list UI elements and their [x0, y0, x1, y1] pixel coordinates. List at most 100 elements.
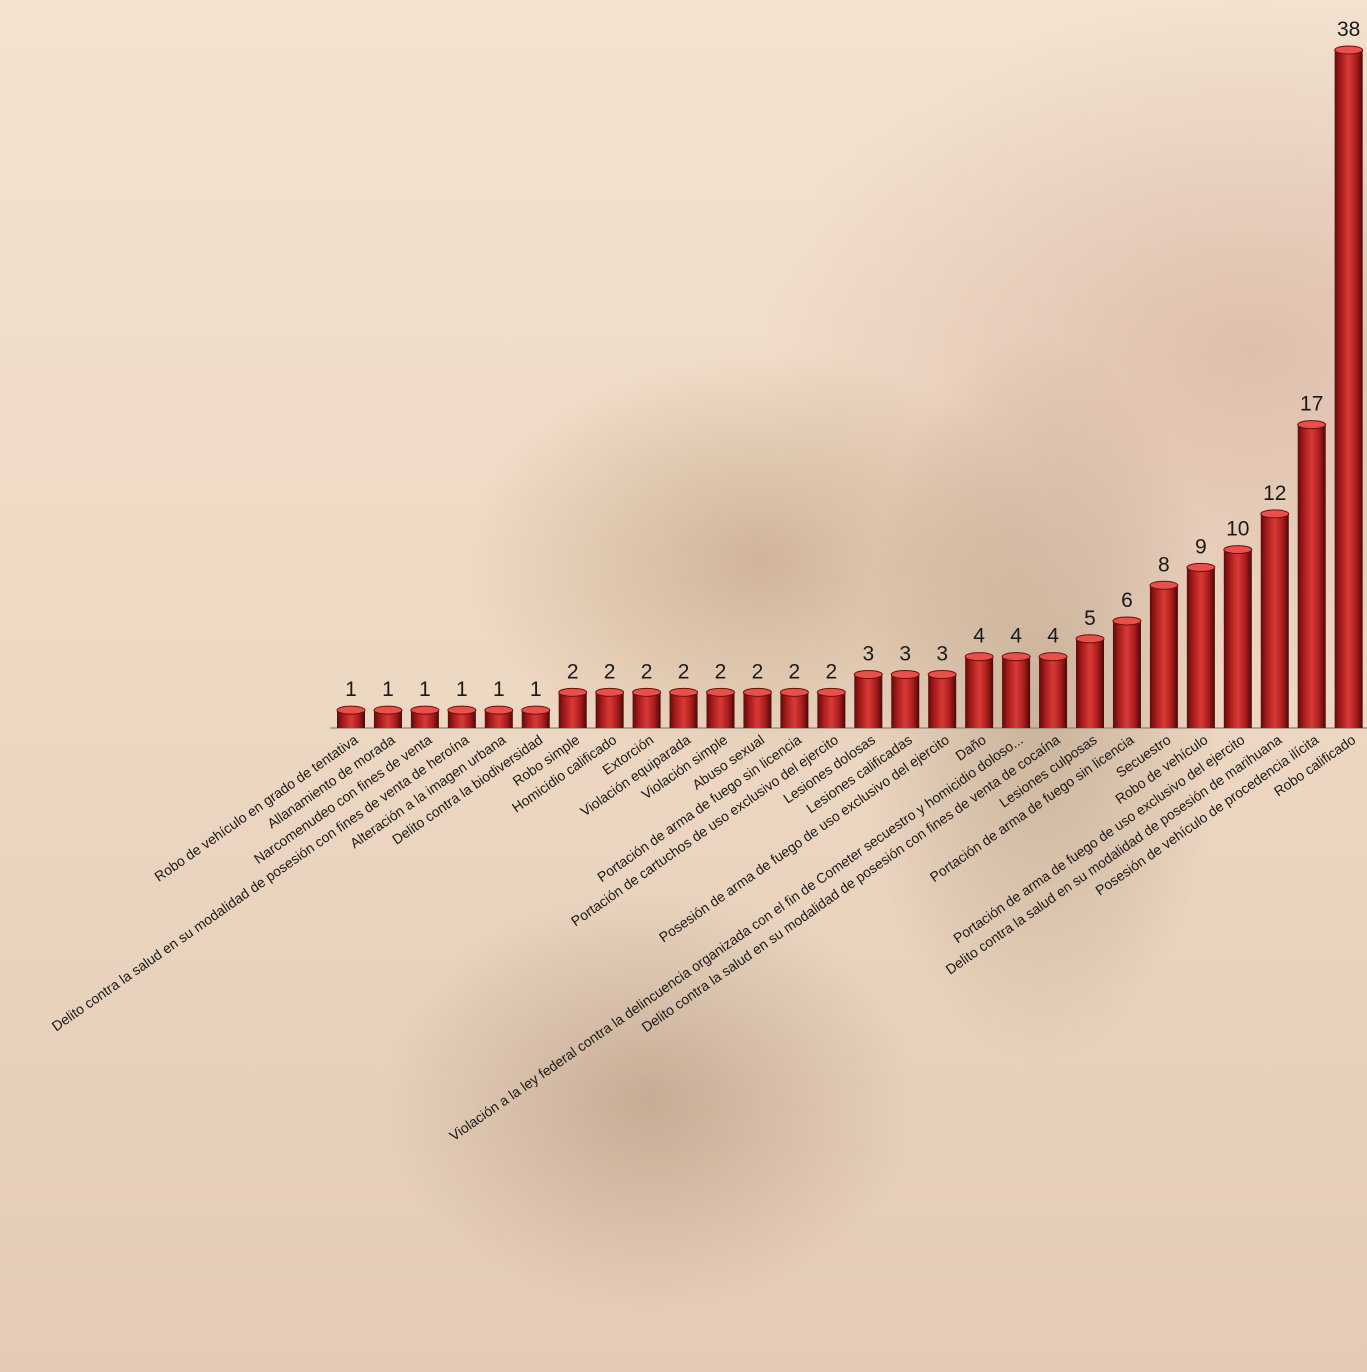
value-label: 2 [678, 660, 690, 683]
bar [336, 705, 366, 728]
value-label: 2 [604, 660, 616, 683]
bar-cap [890, 669, 920, 679]
value-label: 1 [345, 678, 357, 701]
value-label: 2 [567, 660, 579, 683]
bar [927, 669, 957, 728]
value-label: 2 [789, 660, 801, 683]
bar [632, 687, 662, 728]
bar [669, 687, 699, 728]
bar-body [1260, 513, 1289, 728]
value-label: 5 [1084, 607, 1096, 630]
bar-cap [336, 705, 366, 715]
bar-cap [410, 705, 440, 715]
bar-cap [1260, 509, 1290, 519]
bar [521, 705, 551, 728]
bar [1149, 580, 1179, 728]
value-label: 1 [493, 678, 505, 701]
value-label: 2 [715, 660, 727, 683]
value-label: 12 [1263, 482, 1286, 505]
bar-cap [595, 687, 625, 697]
bar-cap [558, 687, 588, 697]
bar-body [1076, 638, 1104, 728]
bar [447, 705, 477, 728]
bar-body [1149, 585, 1178, 728]
value-label: 1 [419, 678, 431, 701]
bar [484, 705, 514, 728]
bar [1038, 652, 1068, 728]
bar-body [484, 710, 513, 728]
bar [964, 652, 994, 728]
bar-cap [1001, 652, 1031, 662]
bar-body [410, 710, 439, 728]
bar [1112, 616, 1142, 728]
bar-cap [1223, 545, 1253, 555]
bar-cap [1038, 652, 1068, 662]
bar-cap [669, 687, 699, 697]
bar [373, 705, 403, 728]
bar [1186, 562, 1216, 728]
bar-body [743, 692, 772, 728]
bar [410, 705, 440, 728]
bar-cap [853, 669, 883, 679]
bar [742, 687, 772, 728]
bar-cap [1297, 420, 1327, 430]
bar-body [1039, 656, 1068, 728]
value-label: 1 [456, 678, 468, 701]
bar-body [373, 710, 402, 728]
value-label: 10 [1226, 518, 1249, 541]
bar-body [965, 656, 994, 728]
value-label: 6 [1121, 589, 1133, 612]
bar-cap [742, 687, 772, 697]
bar-cap [706, 687, 735, 697]
bar-body [632, 692, 661, 728]
bar-body [780, 692, 809, 728]
bar-body [1334, 50, 1363, 728]
bar-cap [521, 705, 551, 715]
value-label: 9 [1195, 535, 1207, 558]
bar [1297, 420, 1327, 728]
bar-body [669, 692, 698, 728]
bar-cap [1075, 634, 1105, 644]
category-label: Delito contra la salud en su modalidad d… [49, 731, 472, 1034]
bar-body [706, 692, 735, 728]
value-label: 4 [1010, 625, 1022, 648]
bar-cap [964, 652, 994, 662]
bar [1075, 634, 1105, 728]
value-label: 2 [752, 660, 764, 683]
value-label: 38 [1337, 18, 1360, 41]
bar-cap [1149, 580, 1179, 590]
value-label: 3 [862, 642, 874, 665]
bar-body [854, 674, 883, 728]
bar-cap [373, 705, 403, 715]
bar [779, 687, 809, 728]
bar [1001, 652, 1031, 728]
bar-body [595, 692, 624, 728]
value-label: 17 [1300, 393, 1323, 416]
bar-cap [1112, 616, 1142, 626]
bar-cap [632, 687, 662, 697]
value-label: 2 [826, 660, 838, 683]
bar-body [1112, 620, 1141, 728]
bar-body [337, 710, 365, 728]
bar-body [817, 692, 846, 728]
bar-cap [447, 705, 477, 715]
bar-body [558, 692, 587, 728]
value-label: 1 [382, 678, 394, 701]
bar-cap [1186, 562, 1216, 572]
bar-cap [779, 687, 809, 697]
bar-body [521, 710, 550, 728]
bar-body [1297, 424, 1326, 728]
value-label: 3 [936, 642, 948, 665]
value-label: 4 [973, 625, 985, 648]
bar-cap [816, 687, 846, 697]
bar-body [1223, 549, 1252, 728]
bar [890, 669, 920, 728]
bar [816, 687, 846, 728]
value-label: 3 [899, 642, 911, 665]
bar-body [1186, 567, 1215, 728]
value-label: 1 [530, 678, 542, 701]
bar [558, 687, 588, 728]
value-label: 2 [641, 660, 653, 683]
bar [853, 669, 883, 728]
